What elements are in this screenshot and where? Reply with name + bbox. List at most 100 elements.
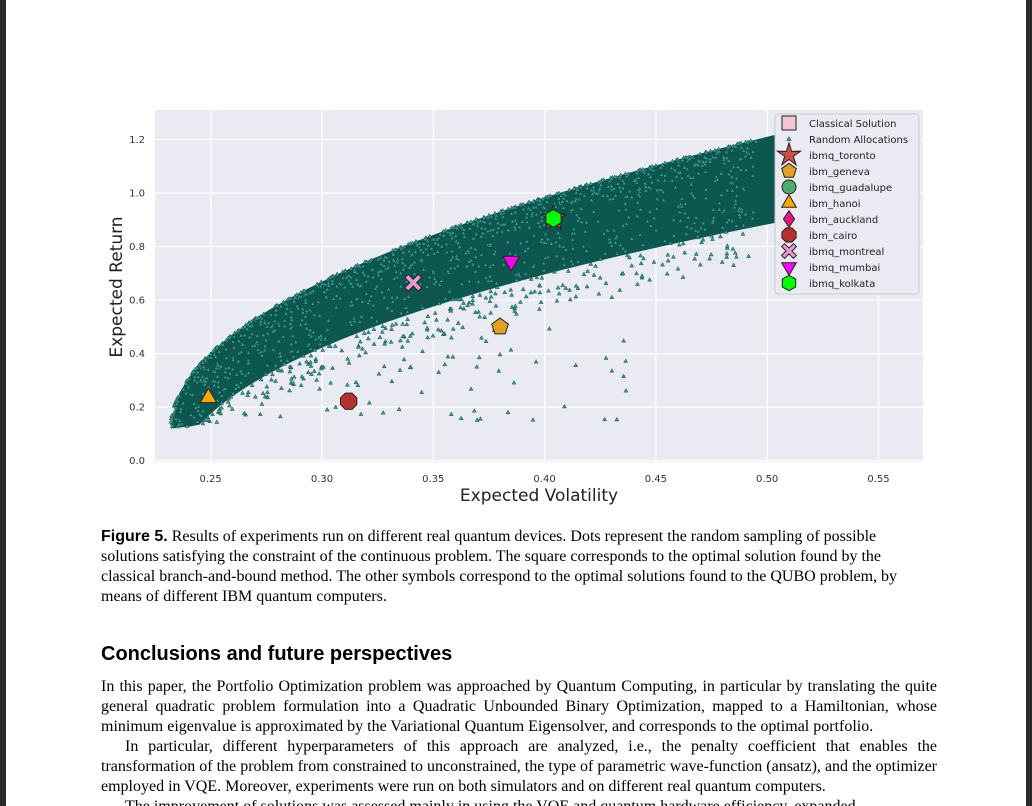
random-allocation-point: [380, 410, 386, 415]
random-allocation-point: [420, 305, 425, 310]
random-allocation-point: [461, 227, 467, 232]
random-allocation-point: [487, 264, 493, 269]
random-allocation-point: [514, 221, 519, 226]
random-allocation-point: [670, 158, 675, 164]
random-allocation-point: [734, 175, 739, 181]
random-allocation-point: [703, 187, 709, 192]
random-allocation-point: [472, 246, 478, 251]
random-allocation-point: [730, 180, 735, 185]
random-allocation-point: [718, 170, 724, 176]
random-allocation-point: [654, 206, 660, 211]
random-allocation-point: [618, 172, 624, 177]
random-allocation-point: [750, 215, 755, 221]
random-allocation-point: [557, 235, 562, 240]
x-tick-labels: 0.25 0.30 0.35 0.40 0.45 0.50 0.55: [200, 474, 890, 485]
random-allocation-point: [518, 299, 523, 304]
random-allocation-point: [246, 360, 252, 365]
random-allocation-point: [225, 375, 231, 380]
random-allocation-point: [636, 191, 641, 197]
random-allocation-point: [733, 143, 738, 149]
random-allocation-point: [537, 223, 543, 229]
random-allocation-point: [538, 201, 544, 206]
random-allocation-point: [533, 211, 539, 217]
random-allocation-point: [542, 255, 548, 260]
random-allocation-point: [278, 413, 283, 419]
random-allocation-point: [481, 215, 487, 220]
random-allocation-point: [311, 329, 316, 334]
random-allocation-point: [525, 245, 531, 250]
random-allocation-point: [422, 319, 428, 325]
random-allocation-point: [609, 368, 615, 373]
random-allocation-point: [476, 263, 482, 268]
random-allocation-point: [450, 354, 456, 359]
random-allocation-point: [579, 219, 585, 224]
random-allocation-point: [398, 337, 403, 343]
random-allocation-point: [359, 314, 364, 319]
random-allocation-point: [695, 228, 701, 234]
random-allocation-point: [578, 184, 584, 189]
random-allocation-point: [753, 138, 759, 144]
random-allocation-point: [299, 373, 305, 379]
random-allocation-point: [219, 393, 225, 398]
random-allocation-point: [614, 416, 620, 422]
random-allocation-point: [242, 324, 248, 329]
random-allocation-point: [405, 316, 410, 321]
legend: Classical Solution Random Allocations ibmq…: [774, 113, 920, 295]
random-allocation-point: [258, 349, 264, 354]
random-allocation-point: [719, 259, 725, 264]
random-allocation-point: [192, 366, 198, 371]
legend-marker-ibmq-montreal: [780, 242, 798, 260]
random-allocation-point: [405, 309, 410, 314]
x-tick-label: 0.40: [533, 474, 555, 485]
random-allocation-point: [575, 186, 580, 192]
random-allocation-point: [310, 301, 316, 306]
random-allocation-point: [731, 262, 736, 267]
random-allocation-point: [624, 173, 630, 178]
figure-caption: Figure 5. Results of experiments run on …: [101, 527, 937, 607]
random-allocation-point: [624, 221, 629, 226]
random-allocation-point: [284, 301, 289, 306]
random-allocation-point: [278, 353, 284, 359]
random-allocation-point: [352, 318, 357, 323]
random-allocation-point: [344, 275, 349, 280]
legend-label: ibm_hanoi: [809, 199, 861, 210]
random-allocation-point: [317, 386, 322, 391]
random-allocation-point: [391, 252, 396, 257]
random-allocation-point: [439, 243, 445, 249]
random-allocation-point: [287, 387, 292, 393]
random-allocation-point: [691, 162, 697, 168]
random-allocation-point: [449, 335, 454, 340]
random-allocation-point: [449, 235, 455, 240]
random-allocation-point: [543, 231, 548, 236]
random-allocation-point: [318, 336, 324, 342]
random-allocation-point: [231, 334, 237, 339]
random-allocation-point: [346, 277, 352, 282]
random-allocation-point: [665, 258, 671, 263]
random-allocation-point: [301, 353, 306, 358]
random-allocation-point: [474, 364, 480, 369]
random-allocation-point: [214, 419, 220, 424]
random-allocation-point: [174, 401, 180, 406]
random-allocation-point: [724, 250, 730, 256]
random-allocation-point: [591, 209, 597, 214]
legend-label: ibm_auckland: [809, 215, 878, 226]
random-allocation-point: [589, 197, 594, 202]
random-allocation-point: [581, 271, 587, 276]
random-allocation-point: [660, 162, 665, 167]
random-allocation-point: [636, 175, 642, 180]
random-allocation-point: [709, 233, 714, 238]
random-allocation-point: [294, 303, 300, 308]
random-allocation-point: [750, 149, 756, 154]
random-allocation-point: [524, 214, 529, 220]
random-allocation-point: [734, 184, 740, 189]
random-allocation-point: [230, 357, 236, 362]
random-allocation-point: [346, 273, 351, 278]
random-allocation-point: [507, 250, 513, 256]
random-allocation-point: [297, 361, 303, 366]
random-allocation-point: [278, 303, 284, 309]
random-allocation-point: [750, 173, 755, 178]
random-allocation-point: [667, 240, 673, 245]
random-allocation-point: [523, 271, 529, 276]
random-allocation-point: [325, 327, 330, 332]
random-allocation-point: [318, 283, 323, 288]
